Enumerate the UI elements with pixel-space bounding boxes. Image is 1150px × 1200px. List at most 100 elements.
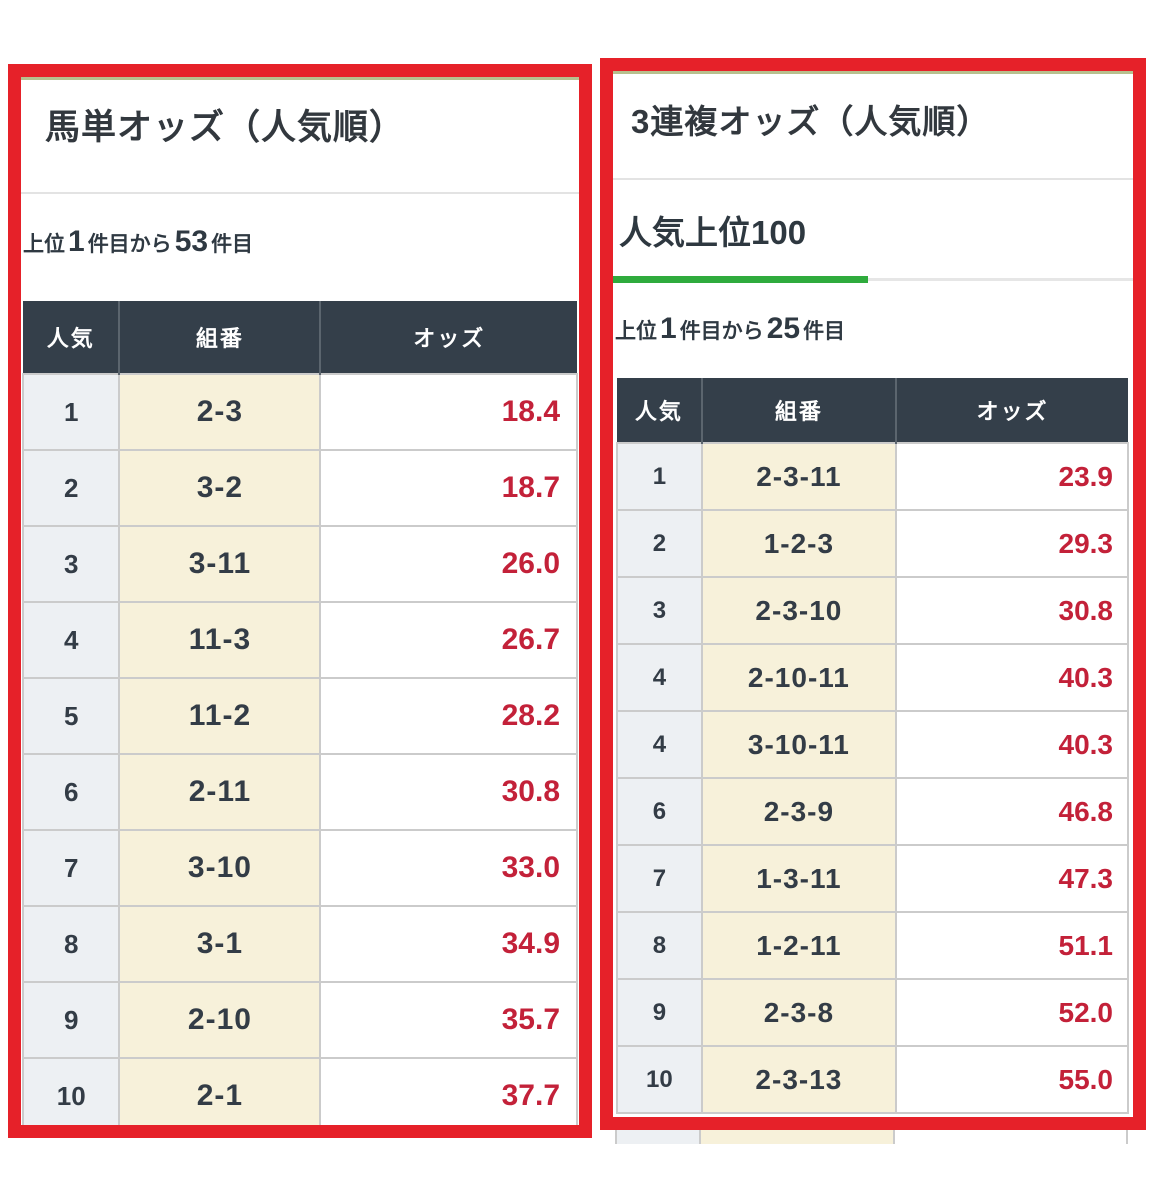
table-row: 6 2-3-9 46.8 [616,777,1130,846]
cell-rank: 1 [616,442,703,511]
panel-top-accent-line [21,77,579,80]
cell-rank: 5 [21,677,121,755]
header-rank: 人気 [617,378,702,443]
tab-underline-track [613,276,1133,283]
cell-odds: 35.7 [319,981,578,1059]
header-rank: 人気 [23,301,120,374]
cell-combo: 3-2 [118,449,322,527]
table-header-row: 人気 組番 オッズ [617,378,1128,443]
cell-combo: 11-3 [118,601,322,679]
cell-rank: 6 [616,777,703,846]
tab-popularity-top100[interactable]: 人気上位100 [619,214,807,251]
title-divider [613,178,1133,180]
cell-odds: 18.4 [319,373,578,451]
partial-row-sliver [615,1130,1130,1144]
cell-rank: 1 [21,373,121,451]
cell-combo: 1-2-11 [700,911,897,980]
cell-odds: 40.3 [894,710,1130,779]
cell-odds: 46.8 [894,777,1130,846]
cell-odds: 34.9 [319,905,578,983]
cell-odds: 29.3 [894,509,1130,578]
cell-odds: 37.7 [319,1057,578,1125]
table-row: 8 1-2-11 51.1 [616,911,1130,980]
table-row: 5 11-2 28.2 [21,677,578,755]
table-header-row: 人気 組番 オッズ [23,301,577,374]
cell-odds: 40.3 [894,643,1130,712]
tab-underline-active-indicator [613,276,868,283]
cell-odds: 23.9 [894,442,1130,511]
partial-rank-cell [615,1130,701,1144]
trio-panel-title: 3連複オッズ（人気順） [631,103,991,140]
cell-combo: 2-1 [118,1057,322,1125]
cell-rank: 8 [21,905,121,983]
range-to-number: 25 [766,312,801,345]
table-row: 9 2-3-8 52.0 [616,978,1130,1047]
cell-combo: 11-2 [118,677,322,755]
table-row: 1 2-3-11 23.9 [616,442,1130,511]
cell-odds: 51.1 [894,911,1130,980]
exacta-odds-table: 人気 組番 オッズ 1 2-3 18.4 2 3-2 18.7 3 3-11 26.0 4 11-3… [21,301,578,1125]
cell-combo: 1-3-11 [700,844,897,913]
cell-combo: 2-3-9 [700,777,897,846]
cell-rank: 8 [616,911,703,980]
cell-combo: 3-10 [118,829,322,907]
table-row: 9 2-10 35.7 [21,981,578,1059]
table-row: 2 1-2-3 29.3 [616,509,1130,578]
cell-combo: 2-3-10 [700,576,897,645]
table-row: 10 2-3-13 55.0 [616,1045,1130,1114]
cell-combo: 2-10 [118,981,322,1059]
range-prefix: 上位 [23,233,65,256]
cell-rank: 9 [616,978,703,1047]
cell-rank: 9 [21,981,121,1059]
table-row: 4 2-10-11 40.3 [616,643,1130,712]
cell-rank: 4 [616,643,703,712]
table-row: 3 3-11 26.0 [21,525,578,603]
exacta-odds-panel: 馬単オッズ（人気順） 上位 1 件目から 53 件目 人気 組番 オッズ 1 2-3 18.… [8,64,592,1138]
cell-combo: 2-3 [118,373,322,451]
trio-odds-table: 人気 組番 オッズ 1 2-3-11 23.9 2 1-2-3 29.3 3 2-3-10 30… [616,378,1130,1114]
table-row: 6 2-11 30.8 [21,753,578,831]
header-combination: 組番 [700,378,896,443]
partial-combination-cell [701,1130,895,1144]
table-row: 8 3-1 34.9 [21,905,578,983]
header-odds: オッズ [319,301,577,374]
result-range-label: 上位 1 件目から 25 件目 [615,311,1133,350]
range-mid: 件目から [87,233,172,256]
table-row: 4 3-10-11 40.3 [616,710,1130,779]
cell-rank: 6 [21,753,121,831]
table-row: 10 2-1 37.7 [21,1057,578,1125]
cell-odds: 30.8 [894,576,1130,645]
cell-rank: 7 [616,844,703,913]
cell-rank: 4 [616,710,703,779]
cell-odds: 47.3 [894,844,1130,913]
cell-combo: 3-11 [118,525,322,603]
title-divider [21,192,579,194]
table-row: 7 1-3-11 47.3 [616,844,1130,913]
cell-odds: 52.0 [894,978,1130,1047]
cell-rank: 4 [21,601,121,679]
result-range-label: 上位 1 件目から 53 件目 [23,224,579,263]
cell-odds: 28.2 [319,677,578,755]
table-row: 1 2-3 18.4 [21,373,578,451]
cell-rank: 2 [21,449,121,527]
cell-combo: 2-3-8 [700,978,897,1047]
cell-odds: 26.0 [319,525,578,603]
cell-odds: 30.8 [319,753,578,831]
cell-combo: 2-11 [118,753,322,831]
range-to-number: 53 [174,225,209,258]
cell-rank: 3 [21,525,121,603]
header-odds: オッズ [894,378,1128,443]
cell-rank: 3 [616,576,703,645]
range-suffix: 件目 [803,320,846,343]
range-prefix: 上位 [615,320,657,343]
cell-combo: 3-10-11 [700,710,897,779]
cell-odds: 33.0 [319,829,578,907]
table-row: 3 2-3-10 30.8 [616,576,1130,645]
cell-combo: 3-1 [118,905,322,983]
cell-rank: 2 [616,509,703,578]
cell-combo: 2-3-11 [700,442,897,511]
range-suffix: 件目 [211,233,254,256]
partial-odds-cell [895,1130,1128,1144]
cell-rank: 7 [21,829,121,907]
cell-combo: 1-2-3 [700,509,897,578]
